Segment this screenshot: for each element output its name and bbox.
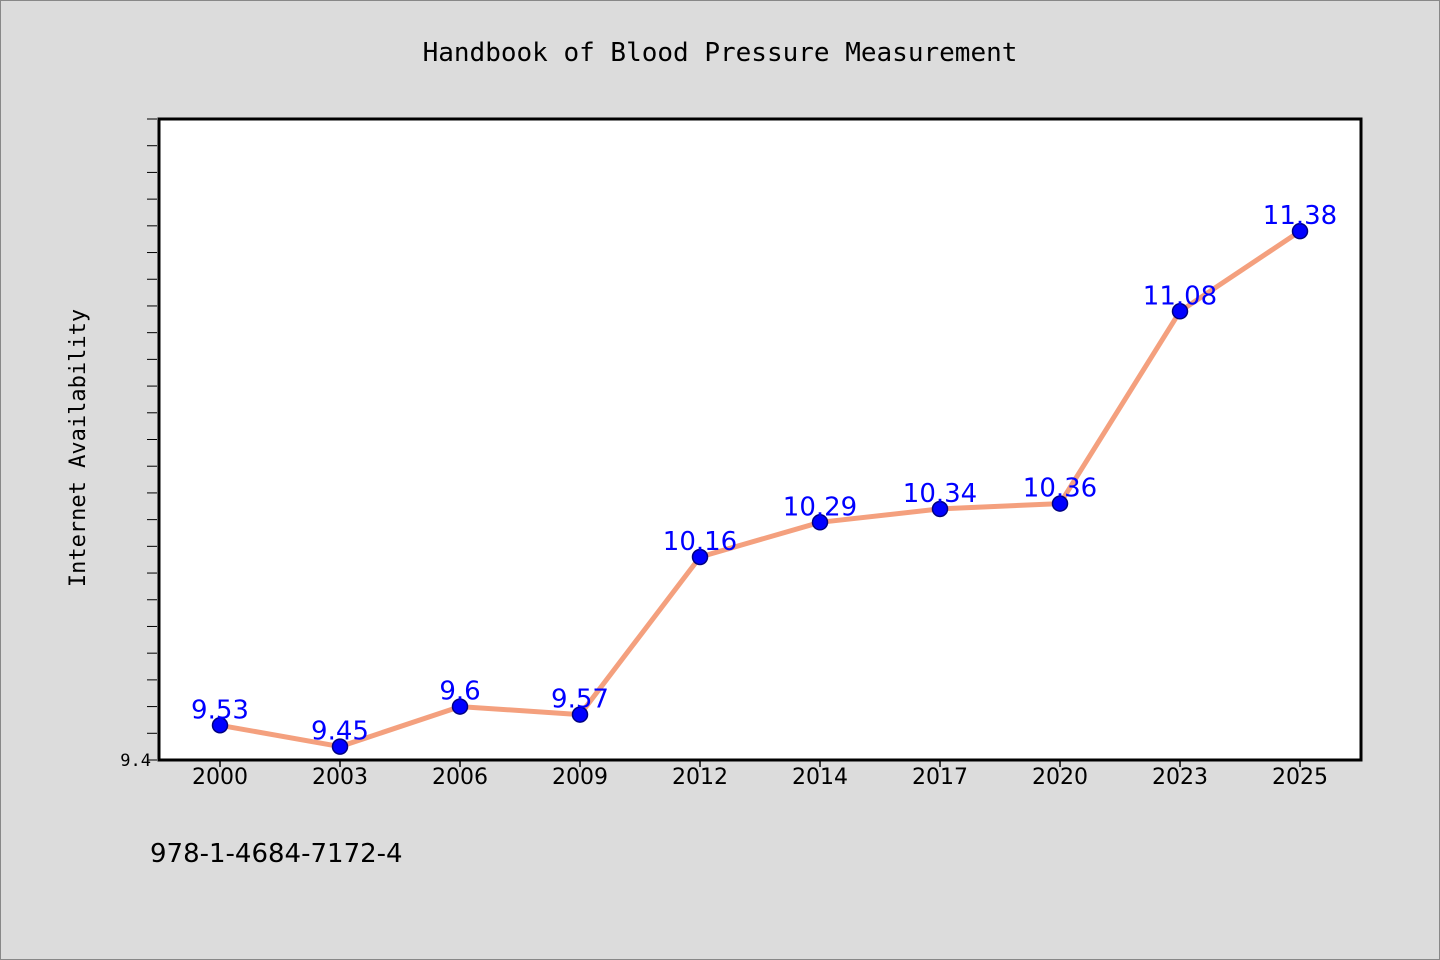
data-label: 10.36 (1023, 474, 1097, 504)
y-tick-label: 9.4 (120, 751, 151, 771)
chart-title: Handbook of Blood Pressure Measurement (423, 38, 1018, 68)
data-labels: 9.53 9.45 9.6 9.57 10.16 10.29 10.34 10.36 11.08… (191, 201, 1337, 746)
x-tick-label: 2012 (672, 765, 728, 790)
data-point (1291, 222, 1309, 240)
data-label: 11.38 (1263, 201, 1337, 231)
plot-area (157, 117, 1363, 762)
y-axis-label: Internet Availability (66, 309, 91, 587)
data-point (811, 514, 829, 531)
y-axis-ticks (147, 118, 157, 761)
data-point (211, 717, 229, 734)
data-point (931, 500, 949, 518)
data-label: 10.16 (663, 527, 737, 557)
data-point (1171, 303, 1189, 320)
data-label: 11.08 (1143, 281, 1217, 311)
data-point (331, 738, 349, 755)
x-axis-ticks (219, 760, 1301, 767)
data-point (1051, 495, 1069, 512)
y-axis-tick-labels: 9.4 (120, 751, 151, 771)
isbn-label: 978-1-4684-7172-4 (150, 839, 403, 869)
data-label: 9.6 (439, 677, 480, 707)
x-tick-label: 2014 (792, 765, 848, 790)
x-tick-label: 2000 (192, 765, 248, 790)
data-label: 9.45 (311, 717, 369, 747)
x-tick-label: 2025 (1272, 765, 1328, 790)
series-markers (211, 222, 1309, 755)
series-line (217, 228, 1303, 750)
data-label: 10.29 (783, 492, 857, 522)
data-point (691, 548, 709, 566)
data-label: 9.53 (191, 695, 249, 725)
x-tick-label: 2006 (432, 765, 488, 790)
x-axis-tick-labels: 2000 2003 2006 2009 2012 2014 2017 2020 2023 2025 (192, 765, 1328, 790)
x-tick-label: 2009 (552, 765, 608, 790)
x-tick-label: 2020 (1032, 765, 1088, 790)
x-tick-label: 2017 (912, 765, 968, 790)
data-point (571, 706, 589, 723)
data-point (451, 698, 469, 715)
data-label: 10.34 (903, 479, 977, 509)
data-label: 9.57 (551, 685, 609, 715)
x-tick-label: 2003 (312, 765, 368, 790)
x-tick-label: 2023 (1152, 765, 1208, 790)
series-lines (217, 228, 1303, 750)
